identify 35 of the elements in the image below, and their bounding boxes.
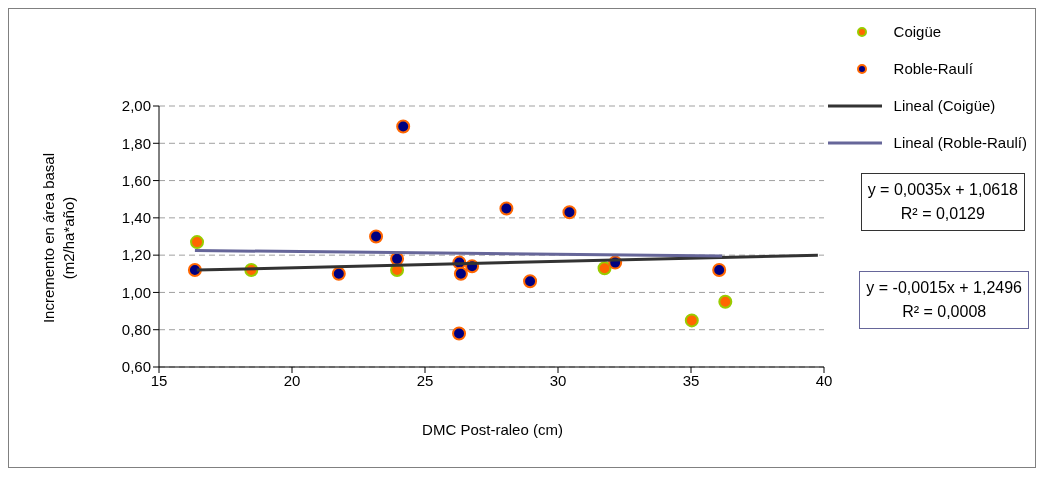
legend-label: Lineal (Coigüe): [893, 97, 996, 114]
y-tick-label: 1,40: [121, 209, 151, 227]
y-tick-label: 0,60: [121, 358, 151, 376]
point: [331, 266, 346, 281]
y-tick-label: 0,80: [121, 321, 151, 339]
point: [597, 261, 612, 276]
y-tick-label: 2,00: [121, 97, 151, 115]
point: [453, 266, 468, 281]
x-tick-label: 30: [549, 371, 567, 389]
point: [452, 326, 467, 341]
x-tick-label: 40: [815, 371, 833, 389]
text: y = -0,0015x + 1,2496 R² = 0,0008: [859, 271, 1029, 329]
point: [562, 205, 577, 220]
x-axis-title: DMC Post-raleo (cm): [421, 421, 564, 438]
x-tick-label: 20: [283, 371, 301, 389]
point: [718, 294, 733, 309]
y-tick-label: 1,20: [121, 246, 151, 264]
point: [684, 313, 699, 328]
point: [712, 263, 727, 278]
y-tick-label: 1,80: [121, 134, 151, 152]
x-tick-label: 15: [150, 371, 168, 389]
y-tick-label: 1,00: [121, 283, 151, 301]
x-tick-label: 35: [682, 371, 700, 389]
y-axis-title: Incremento en área basal (m2/ha*año): [39, 151, 78, 325]
x-tick-label: 25: [416, 371, 434, 389]
legend-label: Roble-Raulí: [893, 60, 973, 77]
point: [499, 201, 514, 216]
point: [190, 235, 205, 250]
legend-label: Lineal (Roble-Raulí): [893, 134, 1027, 151]
text: y = 0,0035x + 1,0618 R² = 0,0129: [860, 173, 1025, 231]
point: [523, 274, 538, 289]
y-tick-label: 1,60: [121, 171, 151, 189]
legend-label: Coigüe: [893, 23, 942, 40]
point: [396, 119, 411, 134]
point: [369, 229, 384, 244]
